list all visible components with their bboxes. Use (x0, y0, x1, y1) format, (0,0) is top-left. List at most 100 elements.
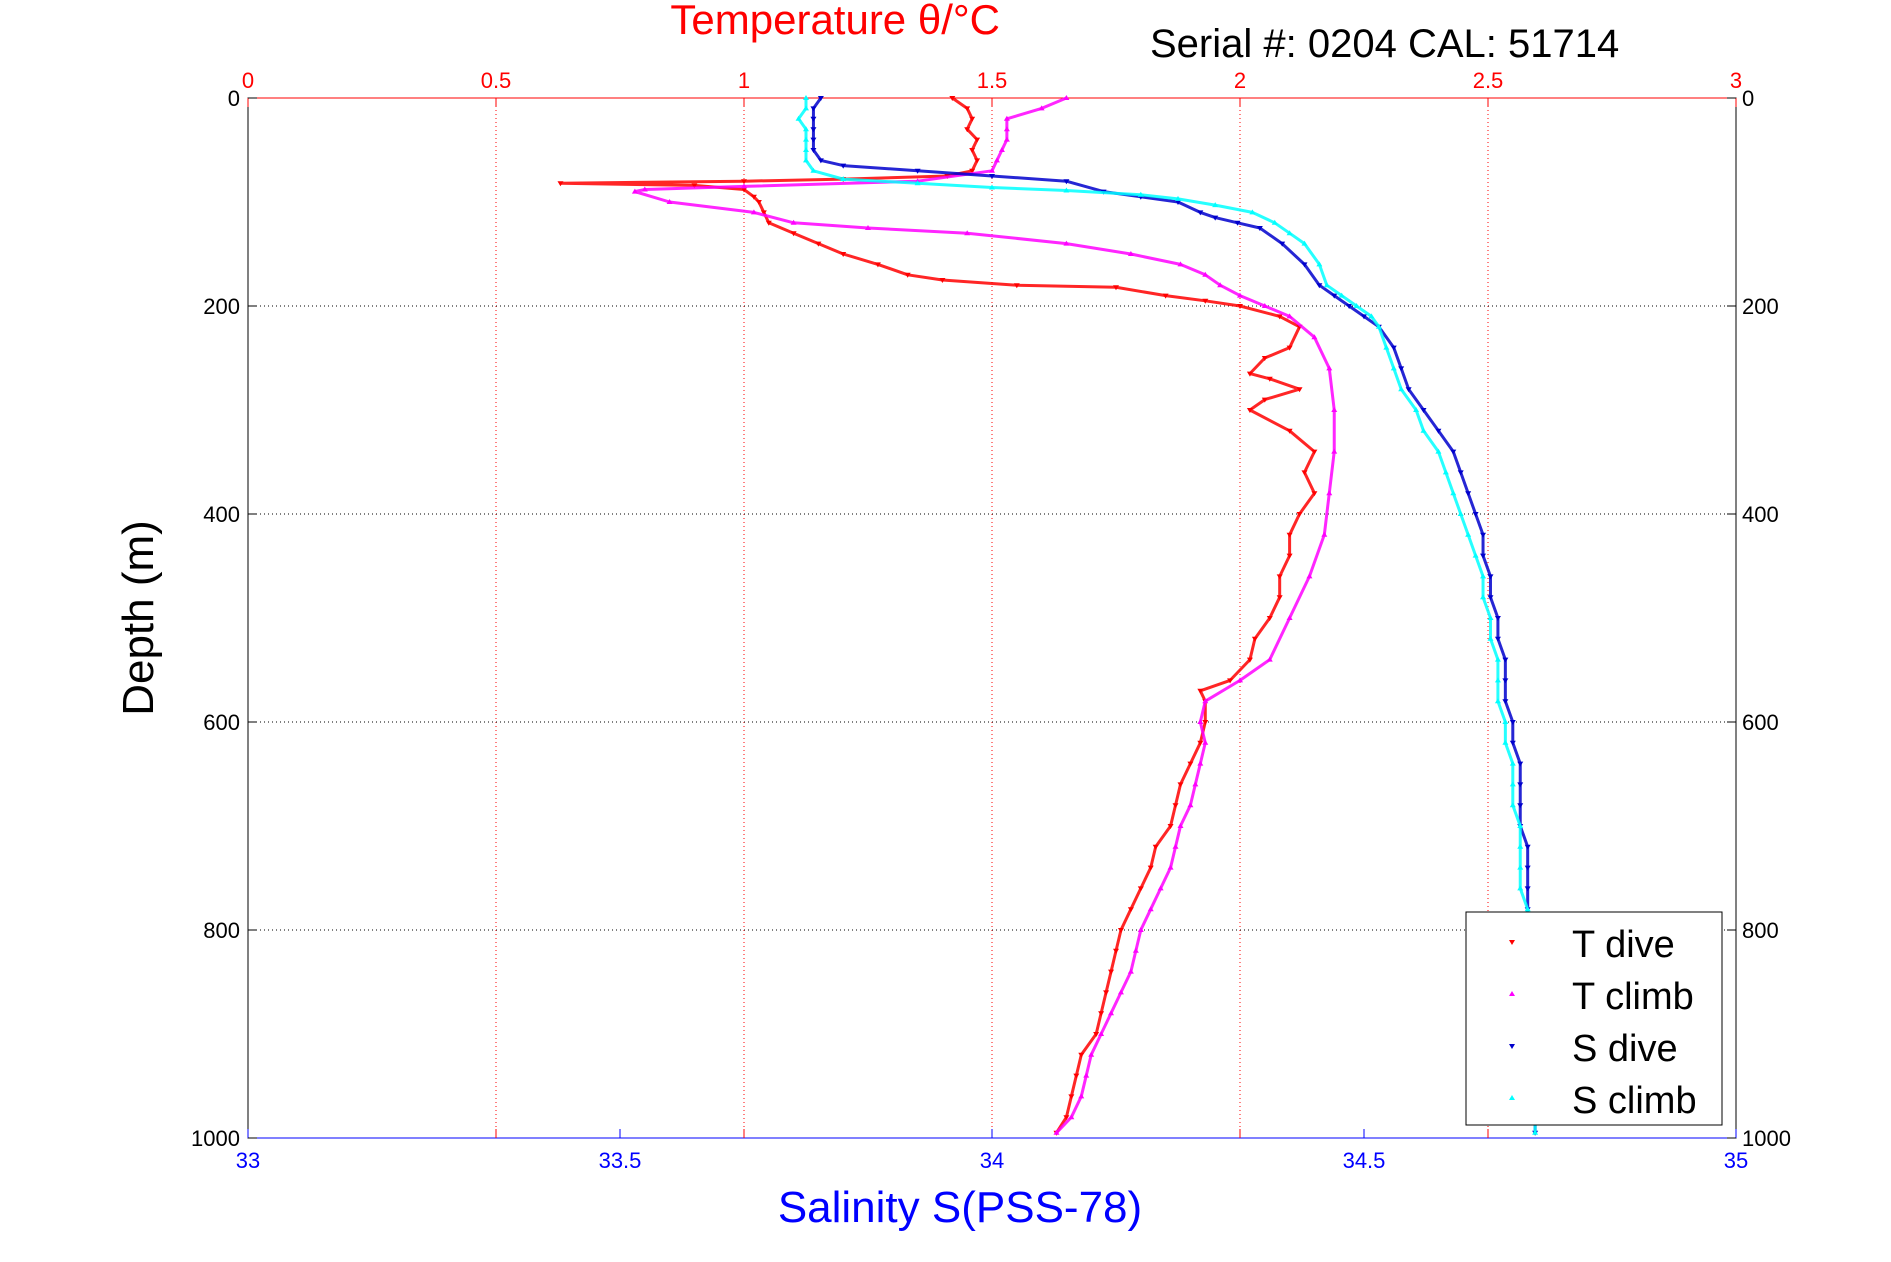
data-point (1197, 740, 1204, 746)
data-point (1326, 365, 1333, 371)
data-point (1187, 802, 1194, 808)
legend-marker (1509, 991, 1515, 996)
data-point (1502, 719, 1509, 724)
data-point (815, 241, 822, 247)
data-point (1494, 677, 1501, 683)
temperature-tick-label: 0 (242, 68, 254, 93)
data-point (1237, 304, 1243, 309)
data-point (914, 180, 921, 186)
data-point (760, 210, 767, 216)
data-point (1063, 95, 1070, 100)
data-point (1316, 283, 1323, 289)
data-point (1152, 844, 1159, 850)
data-point (993, 157, 1000, 163)
data-point (1301, 262, 1308, 268)
data-point (1202, 298, 1209, 304)
depth-tick-label-right: 400 (1742, 502, 1779, 527)
data-point (1246, 371, 1253, 377)
data-point (1326, 490, 1333, 496)
data-point (1192, 781, 1199, 787)
data-point (1187, 761, 1194, 767)
legend: T dive T climb S dive S climb (1465, 911, 1723, 1126)
data-point (1509, 760, 1516, 766)
data-point (989, 184, 995, 190)
depth-tick-label-left: 200 (203, 294, 240, 319)
data-point (1266, 656, 1273, 662)
data-point (1311, 449, 1318, 455)
data-point (641, 186, 648, 192)
data-point (1487, 595, 1494, 601)
data-point (1212, 202, 1219, 208)
data-point (691, 183, 698, 189)
data-point (1276, 595, 1283, 601)
data-point (1127, 251, 1134, 256)
data-point (1398, 366, 1405, 372)
data-point (964, 127, 971, 133)
series-trace (558, 96, 1316, 1134)
data-point (1167, 864, 1174, 870)
data-point (1517, 843, 1524, 849)
data-point (1013, 283, 1020, 289)
data-point (1286, 428, 1293, 434)
salinity-tick-label: 33.5 (599, 1148, 642, 1173)
data-point (1420, 427, 1427, 433)
data-point (1202, 739, 1209, 745)
depth-tick-label-right: 200 (1742, 294, 1779, 319)
data-point (914, 168, 921, 174)
data-point (1132, 947, 1139, 953)
data-point (1276, 574, 1283, 580)
data-point (1517, 803, 1524, 809)
data-point (1480, 553, 1487, 559)
data-point (969, 168, 976, 174)
data-point (741, 187, 747, 193)
data-point (1517, 823, 1524, 828)
data-point (1237, 677, 1243, 683)
data-point (1346, 304, 1353, 309)
data-point (803, 105, 809, 111)
depth-tick-label-left: 800 (203, 918, 240, 943)
temperature-tick-label: 2 (1234, 68, 1246, 93)
data-point (1237, 292, 1243, 298)
data-point (974, 158, 981, 164)
data-point (1472, 512, 1479, 517)
data-point (1487, 574, 1494, 580)
data-point (964, 230, 971, 236)
x-axis-label: Salinity S(PSS-78) (778, 1183, 1142, 1232)
data-point (790, 231, 797, 237)
data-point (1117, 928, 1124, 933)
data-point (1175, 200, 1181, 205)
data-point (1276, 314, 1283, 320)
data-point (840, 163, 847, 169)
data-point (1172, 803, 1179, 809)
data-point (1390, 345, 1397, 351)
data-point (1147, 865, 1154, 871)
legend-marker (1509, 940, 1515, 945)
data-marks (557, 95, 1539, 1136)
data-point (1383, 344, 1390, 350)
data-point (810, 148, 817, 153)
salinity-tick-label: 35 (1724, 1148, 1748, 1173)
data-point (1390, 365, 1397, 371)
legend-label: T dive (1572, 924, 1675, 966)
data-point (1202, 698, 1209, 704)
data-point (803, 126, 809, 132)
data-point (631, 188, 638, 194)
data-point (1532, 1129, 1539, 1135)
chart-subtitle: Serial #: 0204 CAL: 51714 (1150, 22, 1619, 66)
series-trace (811, 97, 1537, 1133)
data-point (1420, 408, 1427, 413)
data-point (1063, 187, 1070, 193)
data-point (1261, 303, 1268, 308)
data-point (1162, 293, 1169, 299)
data-point (1338, 292, 1345, 298)
data-point (1266, 616, 1273, 621)
data-point (1003, 126, 1010, 132)
data-point (1517, 761, 1524, 767)
data-point (1517, 864, 1524, 870)
data-point (795, 115, 802, 121)
data-point (1177, 782, 1184, 788)
data-point (1316, 261, 1323, 267)
data-point (1098, 1031, 1105, 1036)
data-point (1311, 491, 1318, 497)
data-point (1137, 927, 1144, 932)
